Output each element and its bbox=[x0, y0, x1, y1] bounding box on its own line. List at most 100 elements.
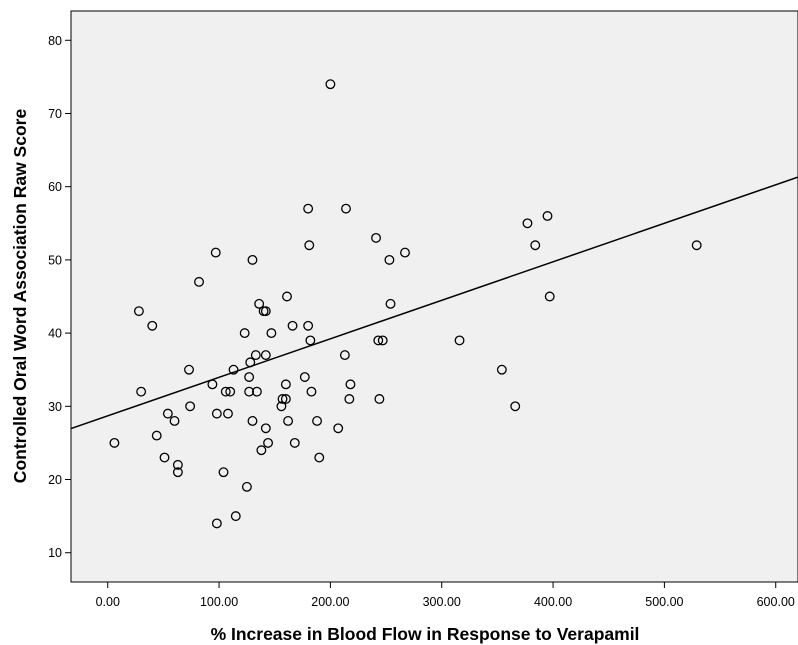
x-axis-title: % Increase in Blood Flow in Response to … bbox=[211, 624, 640, 644]
y-tick-label: 80 bbox=[48, 34, 62, 48]
data-point bbox=[263, 437, 274, 448]
data-point bbox=[184, 364, 194, 375]
data-points bbox=[109, 79, 702, 529]
data-point bbox=[172, 459, 183, 470]
data-point bbox=[385, 298, 396, 309]
data-point bbox=[287, 320, 298, 331]
data-point bbox=[266, 328, 277, 339]
data-point bbox=[239, 328, 250, 339]
data-point bbox=[260, 423, 271, 434]
y-tick-label: 30 bbox=[48, 400, 62, 414]
data-point bbox=[230, 511, 241, 522]
data-point bbox=[400, 247, 410, 258]
data-point bbox=[247, 415, 258, 426]
y-axis-title: Controlled Oral Word Association Raw Sco… bbox=[10, 109, 30, 484]
x-tick-label: 100.00 bbox=[200, 595, 238, 609]
data-point bbox=[185, 401, 196, 412]
plot-frame bbox=[70, 10, 798, 583]
data-point bbox=[304, 240, 315, 251]
data-point bbox=[454, 335, 465, 346]
y-tick-label: 20 bbox=[48, 473, 62, 487]
data-point bbox=[228, 364, 239, 375]
data-point bbox=[345, 379, 356, 390]
x-tick-label: 500.00 bbox=[645, 595, 683, 609]
data-point bbox=[325, 79, 336, 90]
plot-background bbox=[71, 11, 798, 582]
data-point bbox=[245, 357, 256, 368]
data-point bbox=[303, 203, 314, 214]
y-tick-label: 60 bbox=[48, 180, 62, 194]
y-tick-label: 50 bbox=[48, 253, 62, 267]
y-tick-label: 70 bbox=[48, 107, 62, 121]
data-point bbox=[522, 218, 533, 229]
data-point bbox=[283, 415, 294, 426]
data-point bbox=[282, 291, 292, 302]
data-point bbox=[530, 240, 541, 251]
data-point bbox=[147, 320, 158, 331]
data-point bbox=[194, 276, 204, 287]
y-tick-label: 10 bbox=[48, 546, 62, 560]
data-point bbox=[277, 394, 288, 404]
data-point bbox=[169, 415, 180, 426]
data-point bbox=[260, 350, 271, 361]
data-point bbox=[280, 379, 291, 390]
x-axis: 0.00 100.00 200.00 300.00 400.00 500.00 600.00 bbox=[96, 582, 795, 609]
data-point bbox=[276, 401, 287, 412]
data-point bbox=[374, 394, 385, 404]
data-point bbox=[223, 408, 233, 419]
data-point bbox=[371, 232, 382, 243]
x-tick-label: 0.00 bbox=[96, 595, 120, 609]
data-point bbox=[344, 394, 355, 404]
data-point bbox=[220, 386, 231, 397]
data-point bbox=[225, 386, 236, 397]
data-point bbox=[339, 350, 350, 361]
data-point bbox=[377, 335, 388, 346]
data-point bbox=[305, 335, 316, 346]
data-point bbox=[314, 452, 325, 463]
data-point bbox=[303, 320, 314, 331]
data-point bbox=[542, 211, 553, 221]
data-point bbox=[250, 350, 261, 361]
data-point bbox=[211, 408, 222, 419]
y-axis: 10 20 30 40 50 60 70 80 bbox=[48, 34, 71, 560]
data-point bbox=[247, 254, 258, 265]
data-point bbox=[496, 364, 507, 375]
data-point bbox=[159, 452, 170, 463]
data-point bbox=[207, 379, 218, 390]
data-point bbox=[312, 415, 322, 426]
data-point bbox=[251, 386, 262, 397]
data-point bbox=[373, 335, 384, 346]
data-point bbox=[384, 254, 395, 265]
data-point bbox=[299, 372, 310, 382]
data-point bbox=[306, 386, 317, 397]
data-point bbox=[341, 203, 351, 214]
data-point bbox=[211, 518, 222, 529]
fit-line bbox=[70, 176, 798, 430]
data-point bbox=[510, 401, 521, 412]
data-point bbox=[133, 306, 144, 317]
data-point bbox=[289, 437, 300, 448]
x-tick-label: 300.00 bbox=[423, 595, 461, 609]
data-point bbox=[254, 298, 265, 309]
data-point bbox=[333, 423, 344, 434]
x-tick-label: 600.00 bbox=[757, 595, 795, 609]
data-point bbox=[210, 247, 221, 258]
x-tick-label: 400.00 bbox=[534, 595, 572, 609]
data-point bbox=[151, 430, 162, 441]
data-point bbox=[162, 408, 173, 419]
data-point bbox=[109, 437, 120, 448]
data-point bbox=[244, 386, 255, 397]
data-point bbox=[544, 291, 555, 302]
data-point bbox=[218, 467, 229, 478]
data-point bbox=[172, 467, 183, 478]
data-point bbox=[256, 445, 267, 456]
data-point bbox=[691, 240, 702, 251]
data-point bbox=[241, 481, 252, 492]
data-point bbox=[280, 394, 291, 404]
y-tick-label: 40 bbox=[48, 327, 62, 341]
data-point bbox=[244, 372, 255, 382]
data-point bbox=[136, 386, 147, 397]
x-tick-label: 200.00 bbox=[311, 595, 349, 609]
data-point bbox=[260, 306, 271, 317]
